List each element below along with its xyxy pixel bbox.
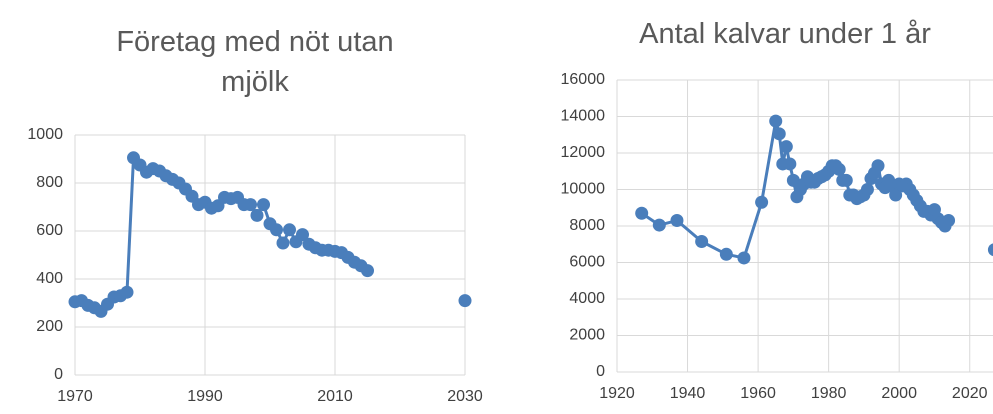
x-tick-label: 2020 bbox=[952, 385, 988, 402]
marker bbox=[871, 159, 885, 173]
marker bbox=[719, 247, 733, 261]
x-tick-label: 2010 bbox=[317, 388, 353, 405]
y-tick-label: 800 bbox=[36, 174, 63, 191]
marker bbox=[755, 195, 769, 209]
y-tick-label: 12000 bbox=[561, 144, 606, 161]
marker bbox=[889, 188, 903, 202]
x-tick-label: 1960 bbox=[740, 385, 776, 402]
x-tick-label: 2030 bbox=[447, 388, 483, 405]
y-tick-label: 1000 bbox=[27, 126, 63, 143]
marker bbox=[270, 223, 283, 237]
chart-title: Företag med nöt utan mjölk bbox=[116, 26, 394, 98]
marker bbox=[860, 183, 874, 196]
marker bbox=[769, 114, 783, 128]
marker bbox=[120, 285, 134, 299]
marker bbox=[257, 198, 270, 212]
marker bbox=[786, 173, 800, 187]
marker bbox=[987, 243, 993, 257]
x-tick-label: 1970 bbox=[57, 388, 93, 405]
y-tick-label: 16000 bbox=[561, 71, 606, 88]
marker bbox=[458, 294, 472, 308]
y-tick-label: 4000 bbox=[569, 290, 605, 307]
x-tick-label: 1990 bbox=[187, 388, 223, 405]
marker bbox=[737, 251, 751, 265]
marker bbox=[361, 264, 374, 278]
marker bbox=[244, 198, 257, 212]
x-tick-label: 1940 bbox=[670, 385, 706, 402]
y-tick-label: 0 bbox=[54, 366, 63, 383]
marker bbox=[839, 173, 853, 187]
y-tick-label: 10000 bbox=[561, 181, 606, 198]
y-tick-label: 400 bbox=[36, 270, 63, 287]
marker bbox=[283, 223, 296, 237]
marker bbox=[250, 208, 264, 222]
marker bbox=[695, 235, 709, 249]
y-tick-label: 14000 bbox=[561, 108, 606, 125]
line bbox=[75, 158, 465, 312]
y-tick-label: 200 bbox=[36, 318, 63, 335]
marker bbox=[670, 214, 684, 228]
y-tick-label: 0 bbox=[596, 363, 605, 380]
marker bbox=[652, 218, 666, 232]
x-tick-label: 2000 bbox=[881, 385, 917, 402]
y-tick-label: 2000 bbox=[569, 327, 605, 344]
marker bbox=[296, 228, 309, 242]
marker bbox=[276, 236, 290, 250]
y-tick-label: 8000 bbox=[569, 217, 605, 234]
marker bbox=[779, 140, 793, 154]
y-tick-label: 600 bbox=[36, 222, 63, 239]
x-tick-label: 1920 bbox=[599, 385, 635, 402]
marker bbox=[942, 214, 956, 228]
marker bbox=[772, 127, 786, 141]
chart-title: Antal kalvar under 1 år bbox=[639, 18, 931, 50]
marker bbox=[783, 157, 797, 171]
x-tick-label: 1980 bbox=[811, 385, 847, 402]
marker bbox=[832, 162, 846, 176]
y-tick-label: 6000 bbox=[569, 254, 605, 271]
marker bbox=[635, 206, 649, 220]
